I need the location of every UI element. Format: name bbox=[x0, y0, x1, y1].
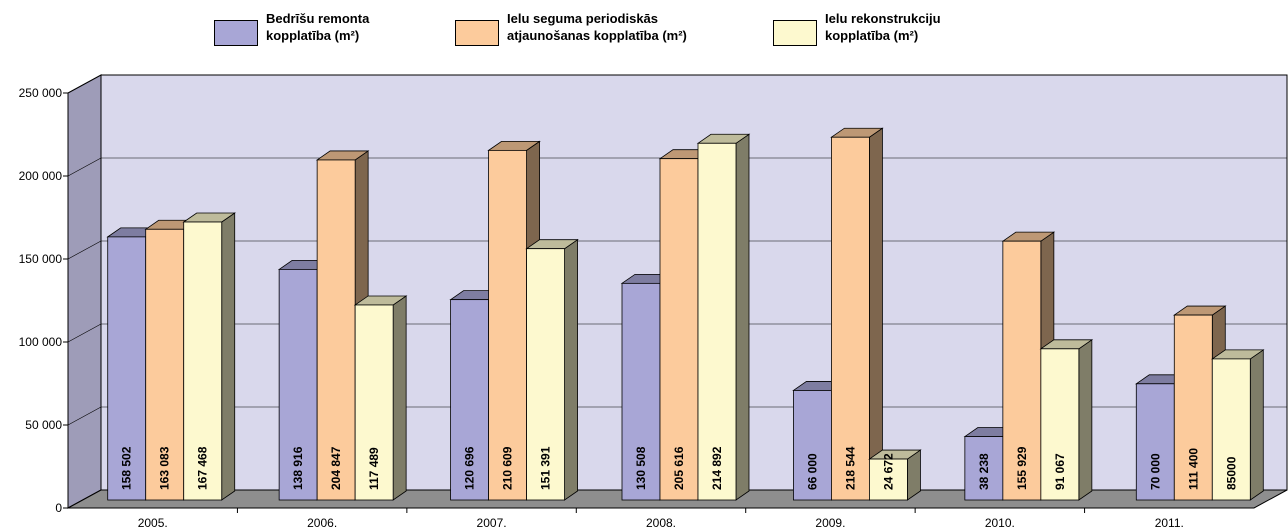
data-label: 163 083 bbox=[158, 446, 172, 490]
bar-side bbox=[221, 212, 236, 501]
data-label: 38 238 bbox=[977, 453, 991, 490]
x-tick-label: 2010. bbox=[985, 516, 1015, 530]
data-label: 130 508 bbox=[634, 446, 648, 490]
legend-label-line1: Ielu rekonstrukciju bbox=[825, 11, 941, 26]
y-tick-label: 50 000 bbox=[25, 418, 62, 432]
legend-label-line1: Bedrīšu remonta bbox=[266, 11, 370, 26]
bar-side bbox=[1249, 349, 1264, 501]
bar bbox=[1173, 314, 1213, 501]
x-tick-label: 2005. bbox=[138, 516, 168, 530]
y-tick-label: 0 bbox=[55, 501, 62, 515]
data-label: 66 000 bbox=[805, 453, 819, 490]
x-tick-label: 2006. bbox=[307, 516, 337, 530]
legend-swatch-series-1 bbox=[214, 20, 258, 46]
legend-label-line1: Ielu seguma periodiskās bbox=[507, 11, 659, 26]
bar-side bbox=[564, 238, 578, 501]
data-label: 151 391 bbox=[539, 446, 553, 490]
bar bbox=[526, 248, 565, 501]
legend-swatch-series-3 bbox=[773, 20, 817, 46]
legend-label-series-2: Ielu seguma periodiskās atjaunošanas kop… bbox=[507, 10, 687, 44]
bar bbox=[697, 142, 737, 501]
data-label: 210 609 bbox=[501, 446, 515, 490]
legend-label-series-1: Bedrīšu remonta kopplatība (m²) bbox=[266, 10, 369, 44]
gridline-side bbox=[67, 74, 102, 94]
data-label: 111 400 bbox=[1186, 448, 1200, 490]
bar bbox=[316, 159, 356, 501]
chart-side-wall bbox=[67, 74, 102, 509]
bar bbox=[1135, 383, 1175, 501]
data-label: 158 502 bbox=[120, 446, 134, 490]
bar-side bbox=[1078, 339, 1093, 501]
data-label: 85000 bbox=[1224, 456, 1238, 490]
x-tick-label: 2007. bbox=[477, 516, 507, 530]
bar bbox=[831, 136, 870, 501]
x-tick-label: 2008. bbox=[646, 516, 676, 530]
data-label: 138 916 bbox=[291, 446, 305, 490]
bar bbox=[354, 304, 394, 501]
bar bbox=[793, 390, 832, 501]
x-tick-label: 2009. bbox=[815, 516, 845, 530]
legend-label-line2: kopplatība (m²) bbox=[825, 28, 919, 43]
bar bbox=[1002, 240, 1042, 501]
gridline-side bbox=[67, 406, 102, 426]
legend-label-line2: kopplatība (m²) bbox=[266, 28, 360, 43]
gridline-side bbox=[67, 157, 102, 177]
bar bbox=[1211, 358, 1251, 501]
chart-legend: Bedrīšu remonta kopplatība (m²) Ielu seg… bbox=[0, 0, 1288, 62]
bar bbox=[107, 236, 147, 501]
y-tick-label: 200 000 bbox=[19, 169, 63, 183]
y-tick-label: 100 000 bbox=[19, 335, 63, 349]
bar bbox=[621, 282, 661, 501]
bar-side bbox=[735, 133, 750, 501]
data-label: 204 847 bbox=[329, 446, 343, 490]
data-label: 91 067 bbox=[1053, 453, 1067, 490]
bar bbox=[278, 268, 318, 501]
bar bbox=[145, 228, 185, 501]
bar bbox=[450, 299, 489, 501]
data-label: 24 672 bbox=[881, 453, 895, 490]
y-tick-label: 250 000 bbox=[19, 86, 63, 100]
data-label: 120 696 bbox=[463, 446, 477, 490]
legend-label-line2: atjaunošanas kopplatība (m²) bbox=[507, 28, 687, 43]
data-label: 205 616 bbox=[672, 446, 686, 490]
data-label: 214 892 bbox=[710, 446, 724, 490]
bar bbox=[869, 458, 908, 501]
bar bbox=[1040, 348, 1080, 501]
legend-label-series-3: Ielu rekonstrukciju kopplatība (m²) bbox=[825, 10, 941, 44]
bar bbox=[964, 436, 1004, 501]
data-label: 218 544 bbox=[843, 446, 857, 490]
x-tick-label: 2011. bbox=[1155, 516, 1184, 530]
gridline-side bbox=[67, 240, 102, 260]
y-tick-label: 150 000 bbox=[19, 252, 63, 266]
legend-swatch-series-2 bbox=[455, 20, 499, 46]
data-label: 167 468 bbox=[196, 446, 210, 490]
data-label: 70 000 bbox=[1148, 453, 1162, 490]
data-label: 155 929 bbox=[1015, 446, 1029, 490]
bar bbox=[659, 158, 699, 501]
bar-side bbox=[392, 295, 407, 501]
bar-side bbox=[869, 127, 883, 501]
gridline-side bbox=[67, 323, 102, 343]
bar bbox=[183, 221, 223, 501]
data-label: 117 489 bbox=[367, 447, 381, 490]
